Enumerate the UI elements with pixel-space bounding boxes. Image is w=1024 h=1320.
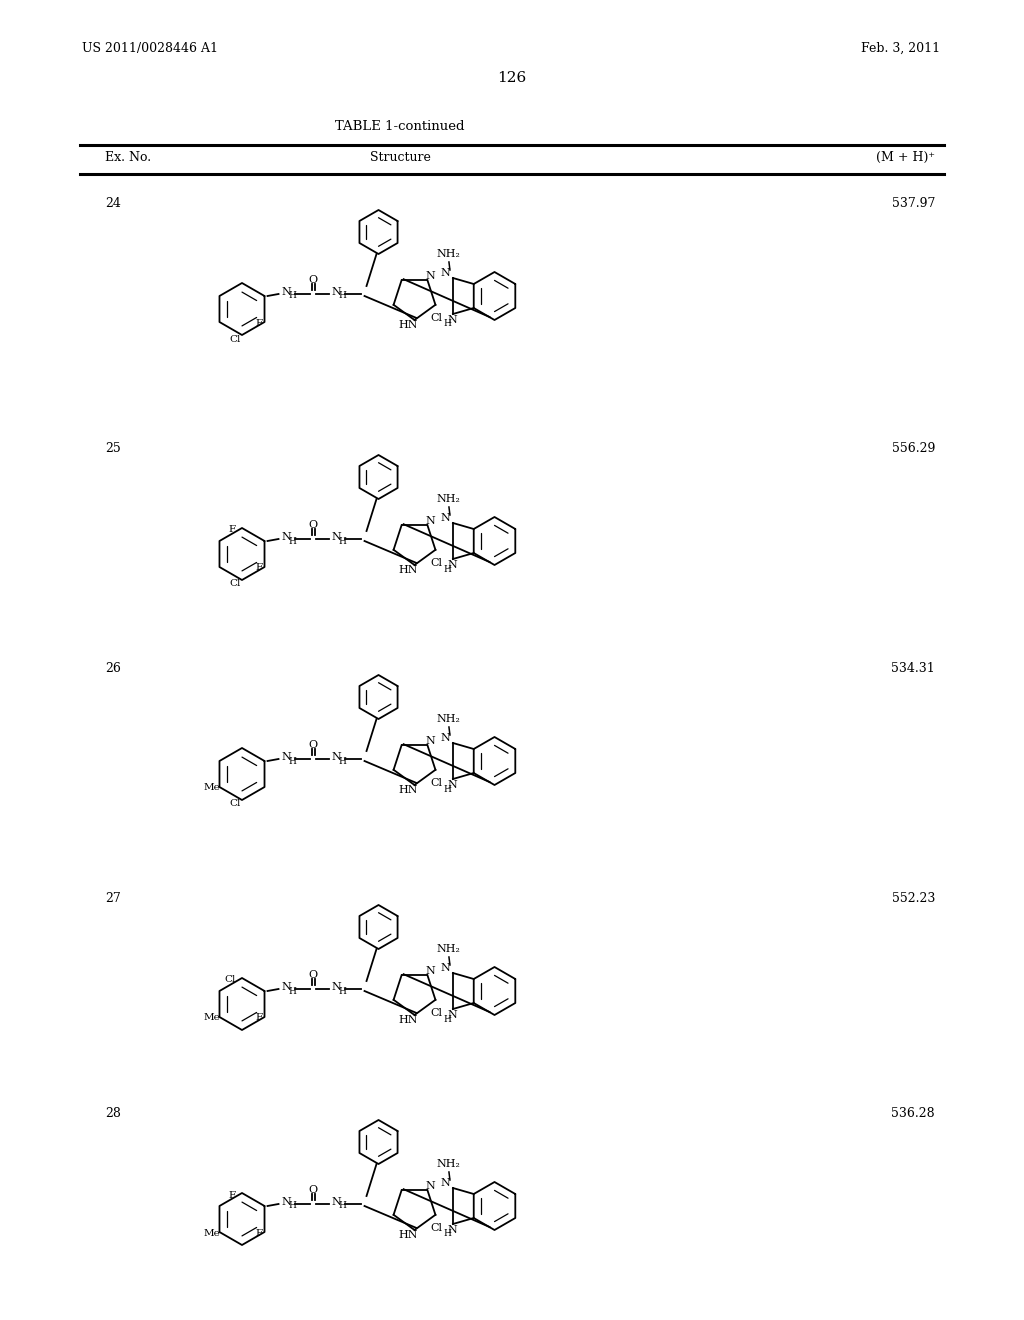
- Text: N: N: [426, 1181, 435, 1191]
- Text: F: F: [228, 1191, 236, 1200]
- Text: H: H: [443, 1229, 451, 1238]
- Text: HN: HN: [398, 1015, 418, 1026]
- Text: TABLE 1-continued: TABLE 1-continued: [335, 120, 465, 133]
- Text: 537.97: 537.97: [892, 197, 935, 210]
- Text: N: N: [332, 286, 341, 297]
- Text: N: N: [440, 1177, 450, 1188]
- Text: N: N: [426, 271, 435, 281]
- Text: N: N: [332, 1197, 341, 1206]
- Text: 126: 126: [498, 71, 526, 84]
- Text: 556.29: 556.29: [892, 442, 935, 455]
- Text: H: H: [289, 1201, 297, 1210]
- Text: N: N: [282, 532, 292, 543]
- Text: US 2011/0028446 A1: US 2011/0028446 A1: [82, 42, 218, 55]
- Text: N: N: [282, 982, 292, 993]
- Text: Cl: Cl: [430, 313, 442, 323]
- Text: Structure: Structure: [370, 150, 430, 164]
- Text: H: H: [339, 986, 346, 995]
- Text: Cl: Cl: [430, 1222, 442, 1233]
- Text: H: H: [443, 319, 451, 329]
- Text: N: N: [447, 1225, 457, 1236]
- Text: Cl: Cl: [430, 777, 442, 788]
- Text: HN: HN: [398, 1230, 418, 1239]
- Text: N: N: [447, 780, 457, 789]
- Text: N: N: [282, 286, 292, 297]
- Text: N: N: [440, 964, 450, 973]
- Text: NH₂: NH₂: [436, 714, 460, 723]
- Text: Cl: Cl: [229, 334, 241, 343]
- Text: N: N: [440, 513, 450, 523]
- Text: H: H: [339, 536, 346, 545]
- Text: O: O: [308, 741, 317, 750]
- Text: NH₂: NH₂: [436, 1159, 460, 1170]
- Text: 536.28: 536.28: [891, 1107, 935, 1119]
- Text: N: N: [332, 982, 341, 993]
- Text: H: H: [339, 1201, 346, 1210]
- Text: N: N: [332, 532, 341, 543]
- Text: H: H: [443, 565, 451, 573]
- Text: NH₂: NH₂: [436, 494, 460, 504]
- Text: 27: 27: [105, 892, 121, 906]
- Text: O: O: [308, 520, 317, 531]
- Text: HN: HN: [398, 785, 418, 795]
- Text: 28: 28: [105, 1107, 121, 1119]
- Text: F: F: [255, 1014, 262, 1023]
- Text: N: N: [332, 752, 341, 762]
- Text: N: N: [447, 315, 457, 325]
- Text: H: H: [339, 292, 346, 301]
- Text: F: F: [255, 564, 262, 573]
- Text: 534.31: 534.31: [891, 663, 935, 675]
- Text: N: N: [282, 1197, 292, 1206]
- Text: NH₂: NH₂: [436, 249, 460, 259]
- Text: N: N: [447, 1010, 457, 1020]
- Text: Cl: Cl: [229, 579, 241, 589]
- Text: H: H: [289, 986, 297, 995]
- Text: N: N: [440, 268, 450, 279]
- Text: HN: HN: [398, 319, 418, 330]
- Text: O: O: [308, 970, 317, 979]
- Text: Cl: Cl: [430, 558, 442, 568]
- Text: NH₂: NH₂: [436, 944, 460, 954]
- Text: Cl: Cl: [430, 1007, 442, 1018]
- Text: Me: Me: [204, 1229, 220, 1238]
- Text: Me: Me: [204, 784, 220, 792]
- Text: N: N: [282, 752, 292, 762]
- Text: 24: 24: [105, 197, 121, 210]
- Text: N: N: [447, 560, 457, 570]
- Text: O: O: [308, 275, 317, 285]
- Text: 25: 25: [105, 442, 121, 455]
- Text: N: N: [440, 733, 450, 743]
- Text: 552.23: 552.23: [892, 892, 935, 906]
- Text: H: H: [443, 1015, 451, 1023]
- Text: 26: 26: [105, 663, 121, 675]
- Text: Feb. 3, 2011: Feb. 3, 2011: [861, 42, 940, 55]
- Text: F: F: [255, 318, 262, 327]
- Text: F: F: [228, 525, 236, 535]
- Text: N: N: [426, 737, 435, 746]
- Text: H: H: [289, 536, 297, 545]
- Text: Me: Me: [204, 1014, 220, 1023]
- Text: HN: HN: [398, 565, 418, 576]
- Text: Cl: Cl: [224, 975, 236, 985]
- Text: O: O: [308, 1185, 317, 1195]
- Text: H: H: [443, 784, 451, 793]
- Text: (M + H)⁺: (M + H)⁺: [876, 150, 935, 164]
- Text: N: N: [426, 516, 435, 527]
- Text: H: H: [289, 292, 297, 301]
- Text: N: N: [426, 966, 435, 977]
- Text: H: H: [289, 756, 297, 766]
- Text: F: F: [255, 1229, 262, 1238]
- Text: Ex. No.: Ex. No.: [105, 150, 152, 164]
- Text: H: H: [339, 756, 346, 766]
- Text: Cl: Cl: [229, 800, 241, 808]
